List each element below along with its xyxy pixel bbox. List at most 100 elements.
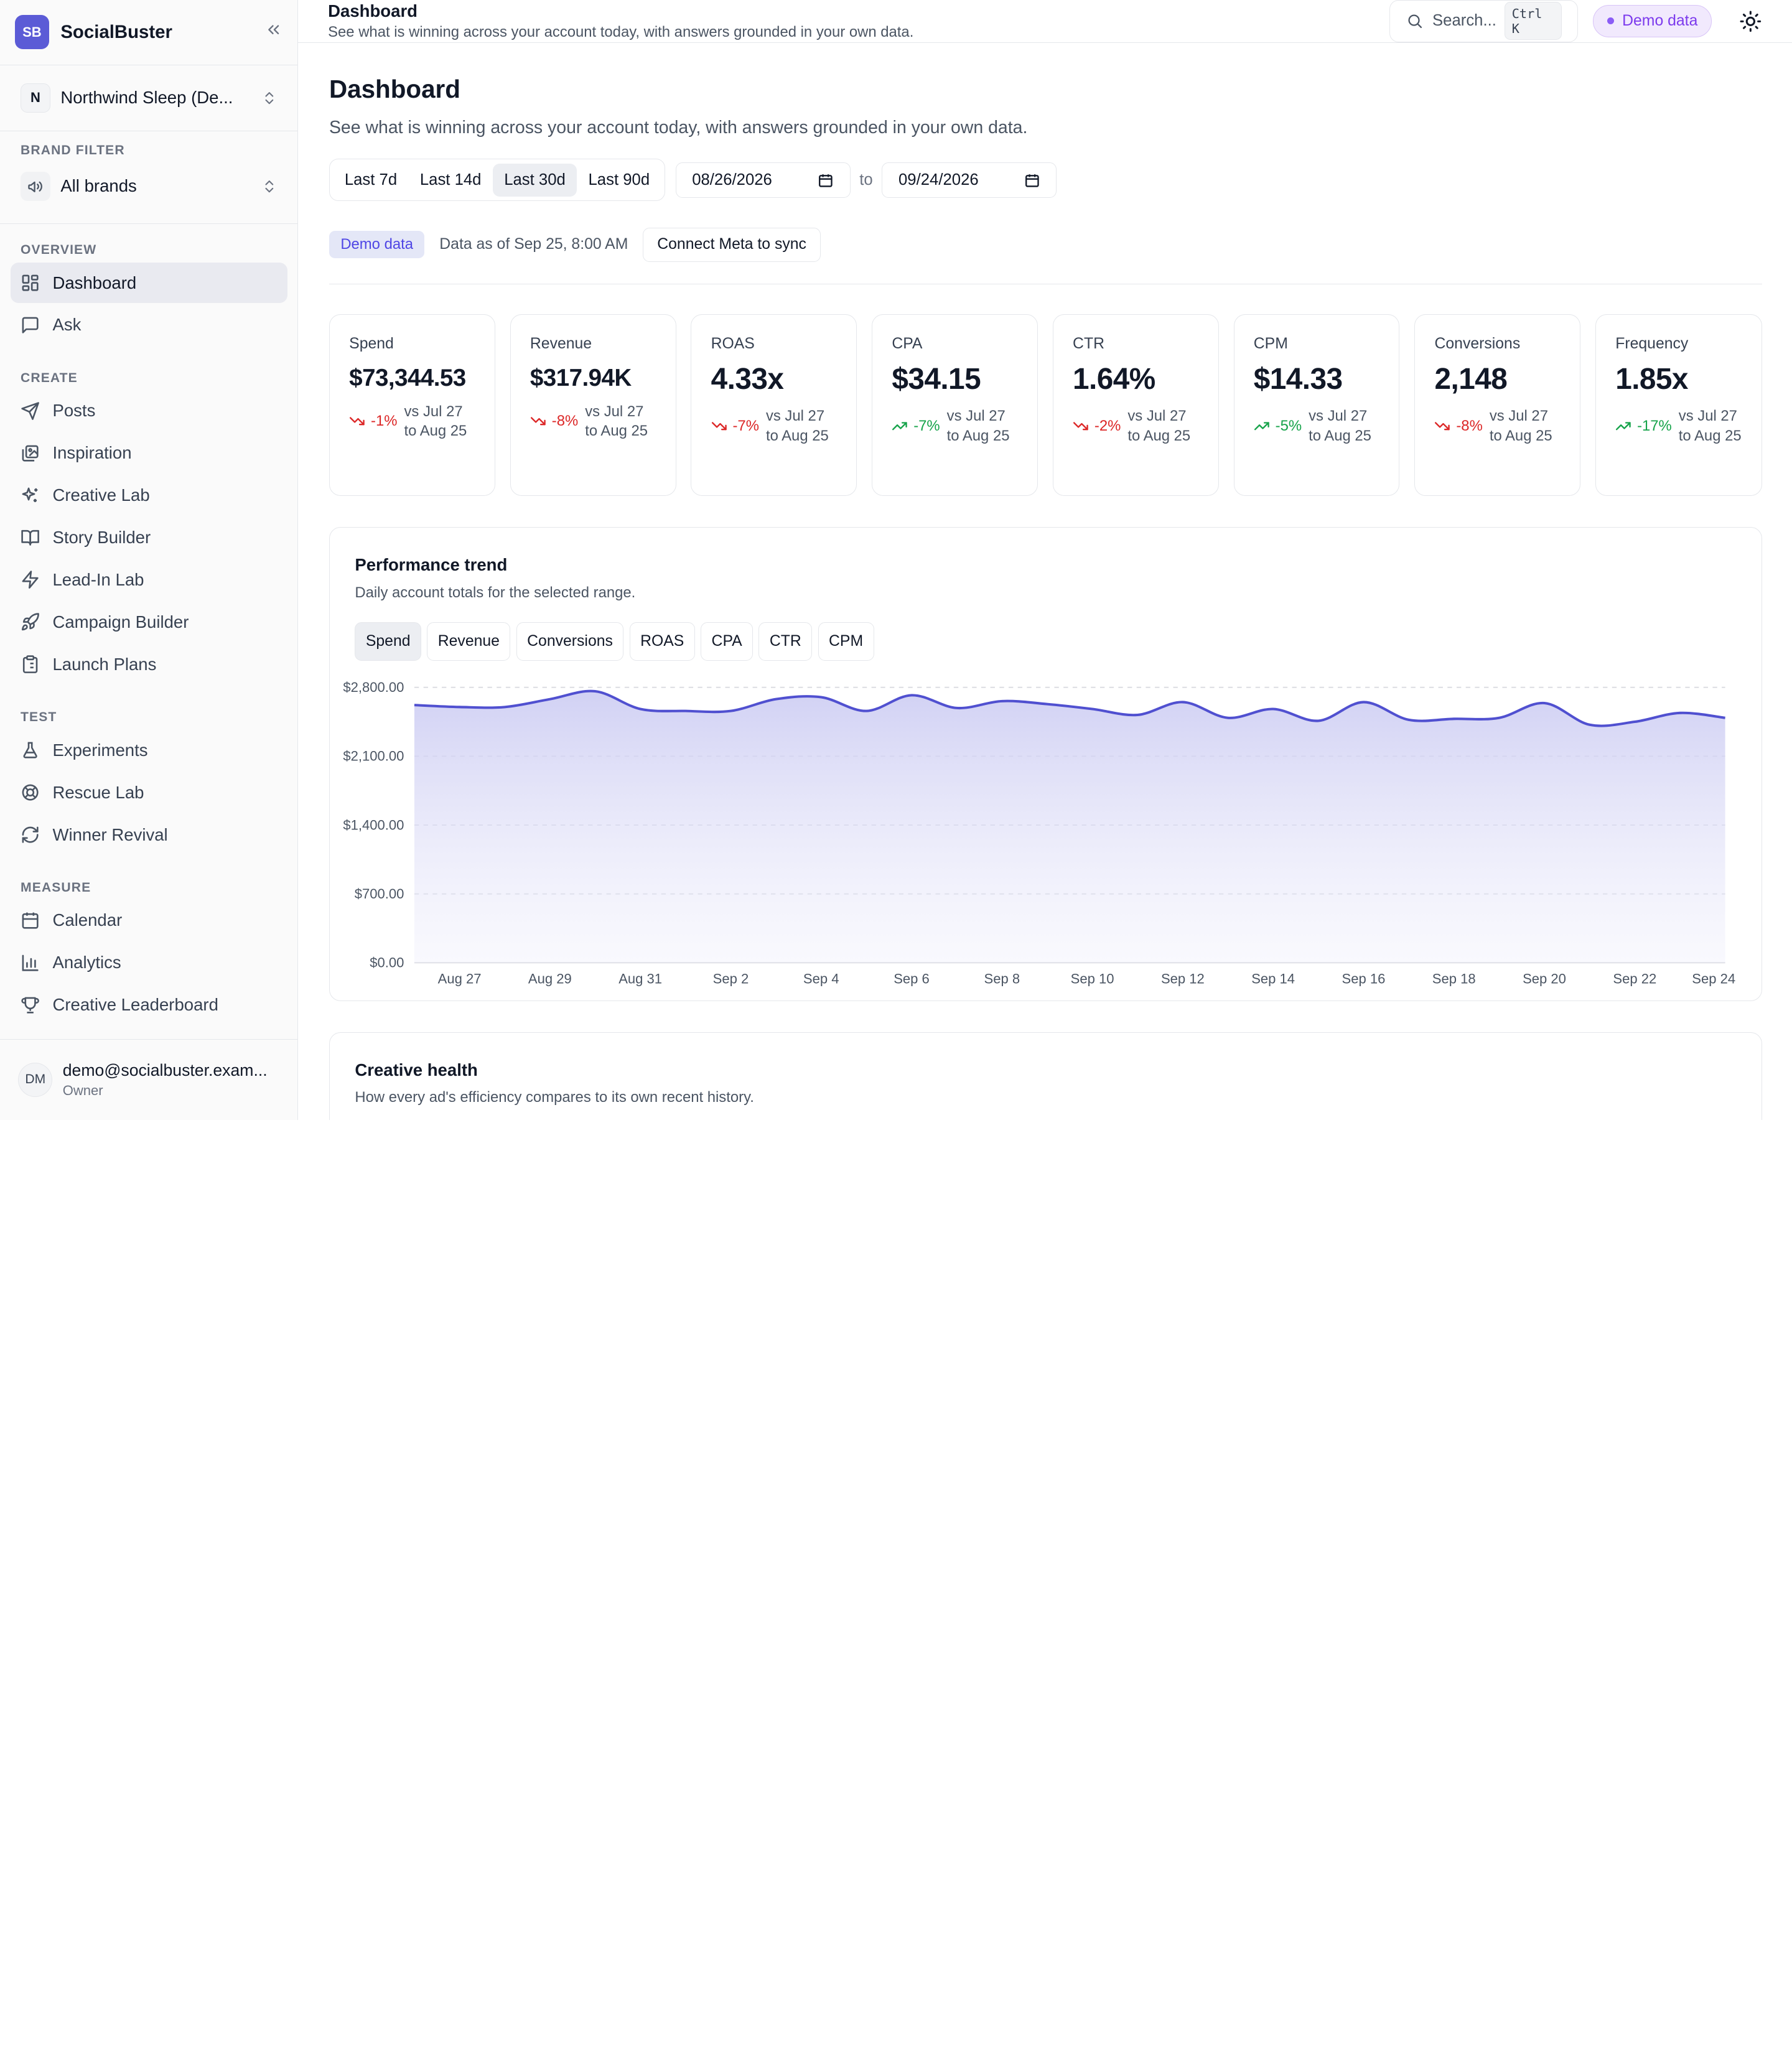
dashboard-content: Dashboard See what is winning across you… xyxy=(298,43,1792,1120)
chevrons-left-icon xyxy=(268,24,279,34)
topbar-subtitle: See what is winning across your account … xyxy=(328,23,914,40)
sidebar-item-lead-in-lab[interactable]: Lead-In Lab xyxy=(11,560,287,600)
tab-spend[interactable]: Spend xyxy=(355,622,422,661)
tab-conversions[interactable]: Conversions xyxy=(516,622,624,661)
date-from-input[interactable]: 08/26/2026 xyxy=(675,162,851,198)
data-as-of: Data as of Sep 25, 8:00 AM xyxy=(439,236,628,253)
kpi-comparison: vs Jul 27 to Aug 25 xyxy=(1489,408,1552,444)
kpi-card-spend: Spend $73,344.53 -1% vs Jul 27 to Aug 25 xyxy=(329,314,495,497)
kpi-delta-pct: -8% xyxy=(1434,417,1483,435)
kpi-delta-pct: -5% xyxy=(1254,417,1302,435)
kpi-delta: -1% vs Jul 27 to Aug 25 xyxy=(349,402,475,441)
kpi-label: Revenue xyxy=(530,335,592,353)
date-range-separator: to xyxy=(859,170,873,189)
sidebar-item-ask[interactable]: Ask xyxy=(11,305,287,345)
metric-tabs: Spend Revenue Conversions ROAS CPA CTR CPM xyxy=(355,622,1736,661)
brand-filter-label: BRAND FILTER xyxy=(21,142,125,157)
sidebar-item-analytics[interactable]: Analytics xyxy=(11,943,287,982)
trending-down-icon xyxy=(350,417,365,426)
kpi-label: CPA xyxy=(892,335,923,353)
kpi-delta: -7% vs Jul 27 to Aug 25 xyxy=(892,406,1017,445)
range-7d-button[interactable]: Last 7d xyxy=(344,170,398,189)
sidebar-item-creative-lab[interactable]: Creative Lab xyxy=(11,475,287,515)
y-tick-label: $0.00 xyxy=(370,955,404,971)
sidebar-item-label: Creative Leaderboard xyxy=(52,995,218,1015)
kpi-row: Spend $73,344.53 -1% vs Jul 27 to Aug 25 Rev… xyxy=(329,314,1763,497)
kpi-delta-pct: -2% xyxy=(1073,417,1121,435)
tab-roas[interactable]: ROAS xyxy=(629,622,695,661)
kpi-label: Conversions xyxy=(1434,335,1521,353)
sidebar-item-story-builder[interactable]: Story Builder xyxy=(11,518,287,557)
chevrons-up-down-icon xyxy=(265,180,273,193)
sidebar-item-launch-plans[interactable]: Launch Plans xyxy=(11,645,287,684)
kpi-delta-value: -5% xyxy=(1275,417,1302,434)
trending-up-icon xyxy=(1616,422,1631,431)
data-status-row: Demo data Data as of Sep 25, 8:00 AM Con… xyxy=(329,227,1762,262)
megaphone-icon xyxy=(21,171,50,202)
kpi-value: 1.85x xyxy=(1615,362,1688,396)
sidebar-item-posts[interactable]: Posts xyxy=(11,391,287,431)
card-subtitle: How every ad's efficiency compares to it… xyxy=(355,1089,754,1106)
sidebar-item-experiments[interactable]: Experiments xyxy=(11,730,287,770)
date-to-input[interactable]: 09/24/2026 xyxy=(882,162,1057,198)
sidebar-item-dashboard[interactable]: Dashboard xyxy=(10,263,287,303)
connect-meta-button[interactable]: Connect Meta to sync xyxy=(643,227,821,262)
y-tick-label: $2,100.00 xyxy=(343,749,404,764)
tab-ctr[interactable]: CTR xyxy=(758,622,813,661)
theme-toggle-button[interactable] xyxy=(1739,10,1762,33)
kpi-delta-value: -17% xyxy=(1637,417,1672,434)
kpi-label: Frequency xyxy=(1615,335,1689,353)
kpi-delta-value: -2% xyxy=(1094,417,1121,434)
sidebar-item-inspiration[interactable]: Inspiration xyxy=(11,433,287,473)
kpi-card-cpm: CPM $14.33 -5% vs Jul 27 to Aug 25 xyxy=(1233,314,1400,497)
sidebar-item-rescue-lab[interactable]: Rescue Lab xyxy=(11,772,287,812)
sidebar-item-creative-leaderboard[interactable]: Creative Leaderboard xyxy=(11,985,287,1025)
trending-up-icon xyxy=(892,422,908,431)
tab-cpa[interactable]: CPA xyxy=(701,622,754,661)
search-icon xyxy=(1408,14,1422,29)
range-30d-button[interactable]: Last 30d xyxy=(492,163,577,197)
kpi-delta: -8% vs Jul 27 to Aug 25 xyxy=(1434,406,1560,445)
calendar-icon xyxy=(22,912,39,929)
sidebar-item-label: Calendar xyxy=(52,910,123,930)
sidebar-item-campaign-builder[interactable]: Campaign Builder xyxy=(11,602,287,642)
kpi-value: 4.33x xyxy=(711,362,784,396)
kpi-comparison: vs Jul 27 to Aug 25 xyxy=(765,408,829,444)
kpi-delta-value: -8% xyxy=(1456,417,1483,434)
collapse-sidebar-button[interactable] xyxy=(264,21,282,44)
card-title: Performance trend xyxy=(355,554,508,574)
sidebar: SB SocialBuster N Northwind Sleep (De...… xyxy=(0,0,299,1120)
kpi-delta-value: -1% xyxy=(371,413,398,430)
search-label: Search... xyxy=(1432,12,1496,30)
app-name: SocialBuster xyxy=(60,21,172,42)
sidebar-header: SB SocialBuster xyxy=(0,0,298,65)
range-90d-button[interactable]: Last 90d xyxy=(588,170,650,189)
user-menu[interactable]: DM demo@socialbuster.exam... Owner xyxy=(0,1038,297,1120)
kpi-delta-pct: -17% xyxy=(1615,417,1672,435)
account-switcher[interactable]: N Northwind Sleep (De... xyxy=(0,65,298,132)
kpi-delta-pct: -8% xyxy=(530,413,578,430)
sidebar-item-label: Story Builder xyxy=(52,528,151,548)
brand-filter-select[interactable]: All brands xyxy=(21,169,277,203)
y-tick-label: $700.00 xyxy=(355,886,404,902)
range-14d-button[interactable]: Last 14d xyxy=(419,170,482,189)
topbar-title: Dashboard xyxy=(328,1,418,21)
trophy-icon xyxy=(21,997,39,1014)
x-tick-label: Aug 29 xyxy=(528,971,572,987)
tab-cpm[interactable]: CPM xyxy=(818,622,874,661)
demo-data-badge-label: Demo data xyxy=(1622,12,1698,29)
kpi-label: CPM xyxy=(1253,335,1288,353)
sidebar-item-calendar[interactable]: Calendar xyxy=(11,900,287,940)
app-root: SB SocialBuster N Northwind Sleep (De...… xyxy=(0,0,1792,1120)
sidebar-item-winner-revival[interactable]: Winner Revival xyxy=(11,814,287,854)
kpi-delta: -2% vs Jul 27 to Aug 25 xyxy=(1073,406,1198,445)
kpi-delta-pct: -1% xyxy=(349,413,397,430)
x-tick-label: Sep 18 xyxy=(1432,971,1476,987)
spend-line[interactable] xyxy=(414,689,1725,727)
kpi-card-roas: ROAS 4.33x -7% vs Jul 27 to Aug 25 xyxy=(691,314,857,497)
search-button[interactable]: Search... Ctrl K xyxy=(1389,0,1579,42)
x-tick-label: Sep 22 xyxy=(1613,971,1656,987)
tab-revenue[interactable]: Revenue xyxy=(427,622,511,661)
kpi-card-revenue: Revenue $317.94K -8% vs Jul 27 to Aug 25 xyxy=(510,314,676,497)
sidebar-item-label: Analytics xyxy=(52,953,121,973)
